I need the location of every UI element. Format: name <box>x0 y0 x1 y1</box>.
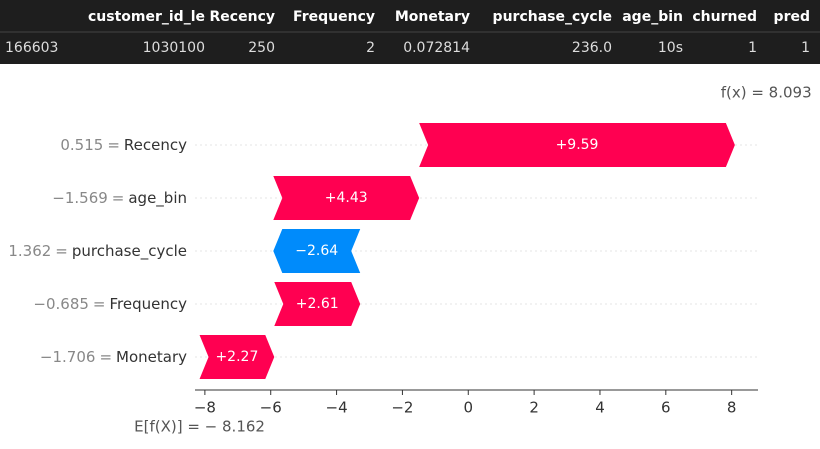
table-cell: 0.072814 <box>403 40 470 56</box>
feature-value: 1.362 <box>8 242 51 260</box>
table-cell: 1 <box>801 40 810 56</box>
output-value-label: f(x) = 8.093 <box>721 84 812 102</box>
column-header: customer_id_le <box>88 9 205 25</box>
column-header: age_bin <box>622 9 683 25</box>
x-tick-label: 8 <box>727 399 737 417</box>
feature-value: 0.515 <box>60 136 103 154</box>
value-label: +4.43 <box>325 190 368 206</box>
feature-value: −1.706 <box>40 348 96 366</box>
feature-name: purchase_cycle <box>72 242 187 261</box>
feature-name: Monetary <box>116 348 187 366</box>
base-value-label: E[f(X)] = − 8.162 <box>134 418 265 436</box>
table-cell: 2 <box>366 40 375 56</box>
table-cell: 1030100 <box>143 40 205 56</box>
table-cell: 236.0 <box>572 40 612 56</box>
shap-bar <box>273 229 361 273</box>
equals: = <box>55 242 68 260</box>
column-header: Monetary <box>395 9 470 25</box>
table-cell: 250 <box>248 40 275 56</box>
x-tick-label: 6 <box>661 399 671 417</box>
feature-name: age_bin <box>128 189 187 208</box>
feature-label: −1.569 = age_bin <box>52 189 187 208</box>
feature-name: Recency <box>124 136 187 154</box>
x-tick-label: 0 <box>463 399 473 417</box>
shap-bar <box>273 176 420 220</box>
x-tick-label: 4 <box>595 399 605 417</box>
feature-label: −1.706 = Monetary <box>40 348 187 366</box>
feature-value: −1.569 <box>52 189 108 207</box>
equals: = <box>93 295 106 313</box>
feature-value: −0.685 <box>33 295 89 313</box>
x-tick-label: −4 <box>326 399 348 417</box>
equals: = <box>99 348 112 366</box>
row-index: 166603 <box>5 40 58 56</box>
column-header: churned <box>692 9 757 25</box>
column-header: Frequency <box>293 9 375 25</box>
x-tick-label: −6 <box>260 399 282 417</box>
x-tick-label: −2 <box>391 399 413 417</box>
feature-name: Frequency <box>110 295 188 313</box>
feature-label: 1.362 = purchase_cycle <box>8 242 187 261</box>
x-tick-label: 2 <box>529 399 539 417</box>
value-label: +9.59 <box>556 137 599 153</box>
value-label: +2.61 <box>296 296 339 312</box>
equals: = <box>112 189 125 207</box>
column-header: Recency <box>210 9 275 25</box>
shap-bar <box>199 335 275 379</box>
column-header: pred <box>774 9 810 25</box>
feature-label: 0.515 = Recency <box>60 136 187 154</box>
equals: = <box>107 136 120 154</box>
feature-label: −0.685 = Frequency <box>33 295 187 313</box>
value-label: −2.64 <box>295 243 338 259</box>
shap-bar <box>274 282 361 326</box>
value-label: +2.27 <box>215 349 258 365</box>
table-cell: 10s <box>658 40 683 56</box>
table-cell: 1 <box>748 40 757 56</box>
column-header: purchase_cycle <box>493 9 612 25</box>
x-tick-label: −8 <box>194 399 216 417</box>
shap-bar <box>419 123 735 167</box>
